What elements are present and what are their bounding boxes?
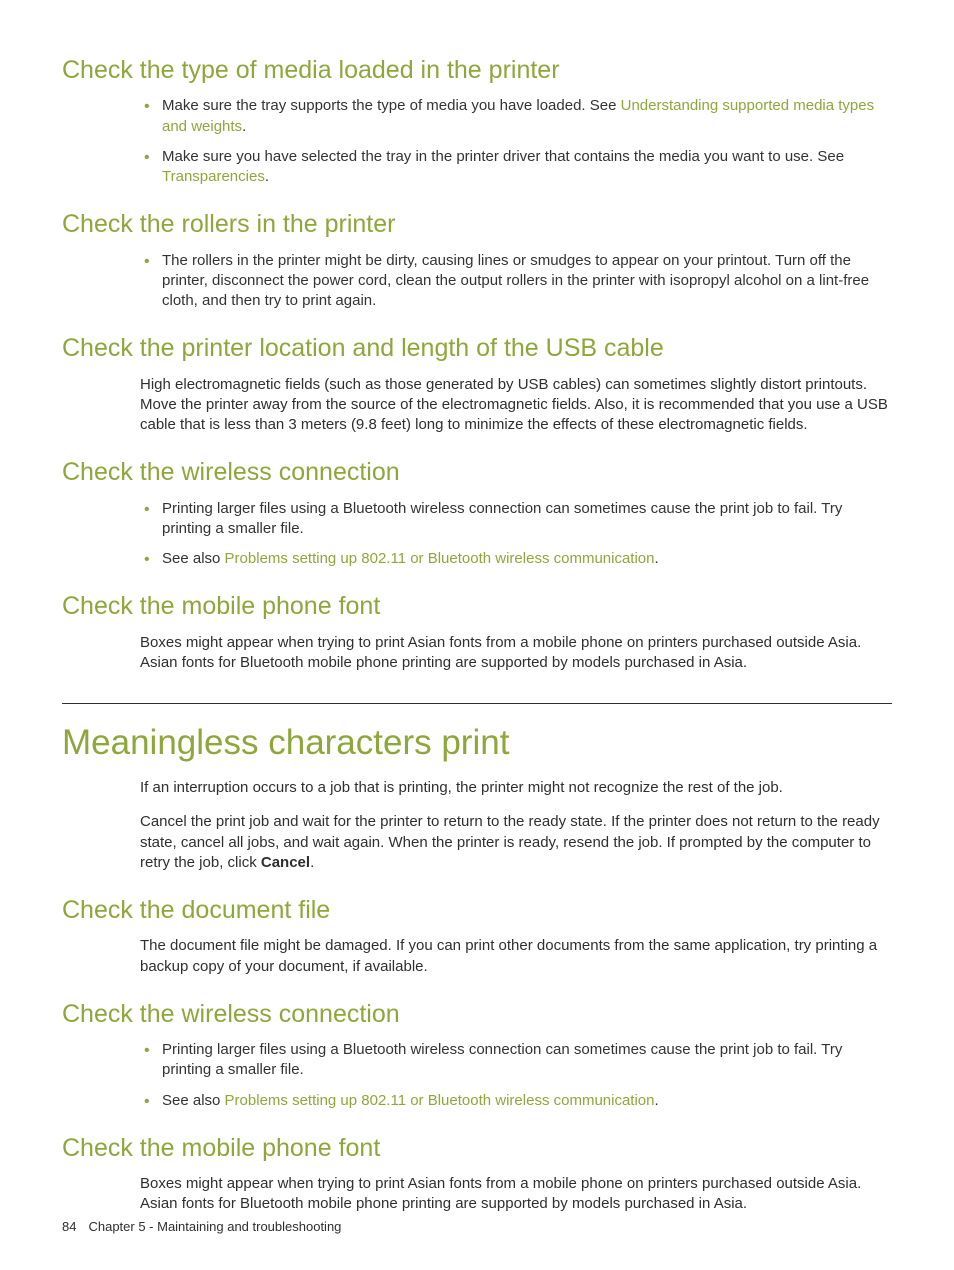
bullet-text: . xyxy=(655,1092,659,1109)
list-item: The rollers in the printer might be dirt… xyxy=(162,251,892,312)
paragraph: High electromagnetic fields (such as tho… xyxy=(140,375,892,436)
section-heading: Check the rollers in the printer xyxy=(62,209,892,240)
section-heading: Check the document file xyxy=(62,895,892,926)
paragraph: Boxes might appear when trying to print … xyxy=(140,633,892,674)
page-footer: 84 Chapter 5 - Maintaining and troublesho… xyxy=(62,1219,341,1234)
section-heading: Check the wireless connection xyxy=(62,999,892,1030)
bullet-text: Printing larger files using a Bluetooth … xyxy=(162,500,842,537)
paragraph: The document file might be damaged. If y… xyxy=(140,936,892,977)
bullet-list: Printing larger files using a Bluetooth … xyxy=(140,1040,892,1111)
bullet-list: Make sure the tray supports the type of … xyxy=(140,96,892,187)
inline-link[interactable]: Problems setting up 802.11 or Bluetooth … xyxy=(225,550,655,567)
section-heading: Check the mobile phone font xyxy=(62,591,892,622)
bullet-list: The rollers in the printer might be dirt… xyxy=(140,251,892,312)
paragraph-text: Cancel the print job and wait for the pr… xyxy=(140,813,880,871)
list-item: Make sure the tray supports the type of … xyxy=(162,96,892,137)
bullet-text: Make sure you have selected the tray in … xyxy=(162,148,844,165)
bullet-text: Make sure the tray supports the type of … xyxy=(162,97,621,114)
bullet-text: Printing larger files using a Bluetooth … xyxy=(162,1041,842,1078)
bullet-text: The rollers in the printer might be dirt… xyxy=(162,252,869,310)
inline-link[interactable]: Transparencies xyxy=(162,168,265,185)
section-heading: Check the wireless connection xyxy=(62,457,892,488)
list-item: Make sure you have selected the tray in … xyxy=(162,147,892,188)
list-item: See also Problems setting up 802.11 or B… xyxy=(162,549,892,569)
page-number: 84 xyxy=(62,1219,76,1234)
bullet-text: See also xyxy=(162,1092,225,1109)
section-heading: Check the type of media loaded in the pr… xyxy=(62,55,892,86)
paragraph-text: . xyxy=(310,854,314,871)
section-heading: Check the printer location and length of… xyxy=(62,333,892,364)
bullet-text: . xyxy=(265,168,269,185)
list-item: Printing larger files using a Bluetooth … xyxy=(162,499,892,540)
paragraph: Cancel the print job and wait for the pr… xyxy=(140,812,892,873)
bold-text: Cancel xyxy=(261,854,310,871)
section-divider xyxy=(62,703,892,704)
paragraph: Boxes might appear when trying to print … xyxy=(140,1174,892,1215)
section-heading: Check the mobile phone font xyxy=(62,1133,892,1164)
bullet-text: . xyxy=(655,550,659,567)
list-item: See also Problems setting up 802.11 or B… xyxy=(162,1091,892,1111)
chapter-label: Chapter 5 - Maintaining and troubleshoot… xyxy=(88,1219,341,1234)
inline-link[interactable]: Problems setting up 802.11 or Bluetooth … xyxy=(225,1092,655,1109)
bullet-text: See also xyxy=(162,550,225,567)
list-item: Printing larger files using a Bluetooth … xyxy=(162,1040,892,1081)
bullet-list: Printing larger files using a Bluetooth … xyxy=(140,499,892,570)
paragraph: If an interruption occurs to a job that … xyxy=(140,778,892,798)
main-heading: Meaningless characters print xyxy=(62,722,892,764)
bullet-text: . xyxy=(242,118,246,135)
